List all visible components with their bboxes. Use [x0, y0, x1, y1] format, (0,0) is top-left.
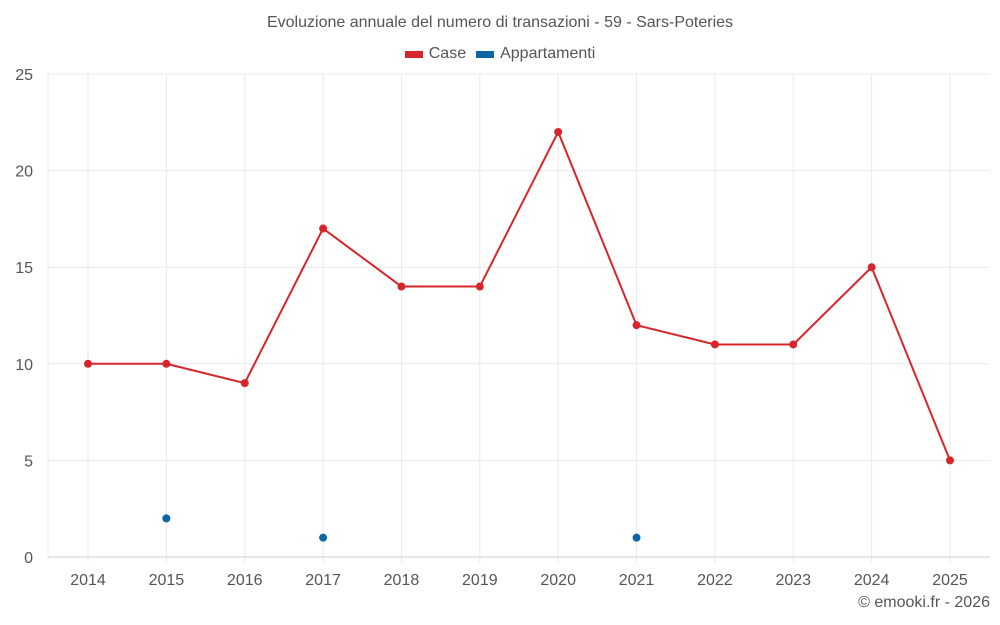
x-tick-label: 2020: [540, 572, 576, 589]
y-tick-label: 10: [15, 357, 33, 374]
data-point-case: [789, 340, 798, 349]
data-point-case: [632, 321, 641, 330]
legend: Case Appartamenti: [0, 45, 1000, 63]
x-tick-label: 2023: [775, 572, 811, 589]
data-point-case: [554, 127, 563, 136]
data-point-appartamenti: [162, 514, 171, 523]
data-point-case: [710, 340, 719, 349]
credit: © emooki.fr - 2026: [858, 594, 990, 611]
y-tick-label: 25: [15, 67, 33, 84]
data-point-case: [162, 359, 171, 368]
legend-label-appartamenti: Appartamenti: [500, 45, 596, 62]
data-point-case: [84, 359, 92, 368]
legend-item-case[interactable]: Case: [404, 45, 467, 63]
y-tick-label: 5: [24, 453, 33, 470]
x-tick-label: 2019: [462, 572, 498, 589]
x-tick-label: 2014: [70, 572, 106, 589]
x-tick-label: 2025: [932, 572, 968, 589]
y-tick-label: 0: [24, 550, 33, 567]
data-point-appartamenti: [632, 533, 641, 542]
data-point-case: [867, 263, 876, 272]
y-tick-label: 15: [15, 260, 33, 277]
legend-item-appartamenti[interactable]: Appartamenti: [476, 45, 595, 63]
series-line-case: [88, 129, 951, 461]
y-tick-label: 20: [15, 164, 33, 181]
x-tick-label: 2021: [619, 572, 655, 589]
data-point-case: [240, 379, 249, 388]
x-tick-label: 2015: [149, 572, 185, 589]
data-point-case: [475, 282, 484, 291]
x-tick-label: 2024: [854, 572, 890, 589]
x-tick-label: 2022: [697, 572, 733, 589]
appartamenti-swatch-icon: [476, 50, 495, 58]
chart-title: Evoluzione annuale del numero di transaz…: [266, 14, 734, 31]
x-tick-label: 2016: [227, 572, 263, 589]
x-tick-label: 2018: [384, 572, 420, 589]
data-point-case: [319, 224, 328, 233]
x-tick-label: 2017: [305, 572, 341, 589]
data-point-case: [397, 282, 406, 291]
legend-label-case: Case: [428, 45, 467, 62]
case-swatch-icon: [404, 50, 423, 58]
data-point-appartamenti: [319, 533, 328, 542]
data-point-case: [946, 456, 954, 465]
